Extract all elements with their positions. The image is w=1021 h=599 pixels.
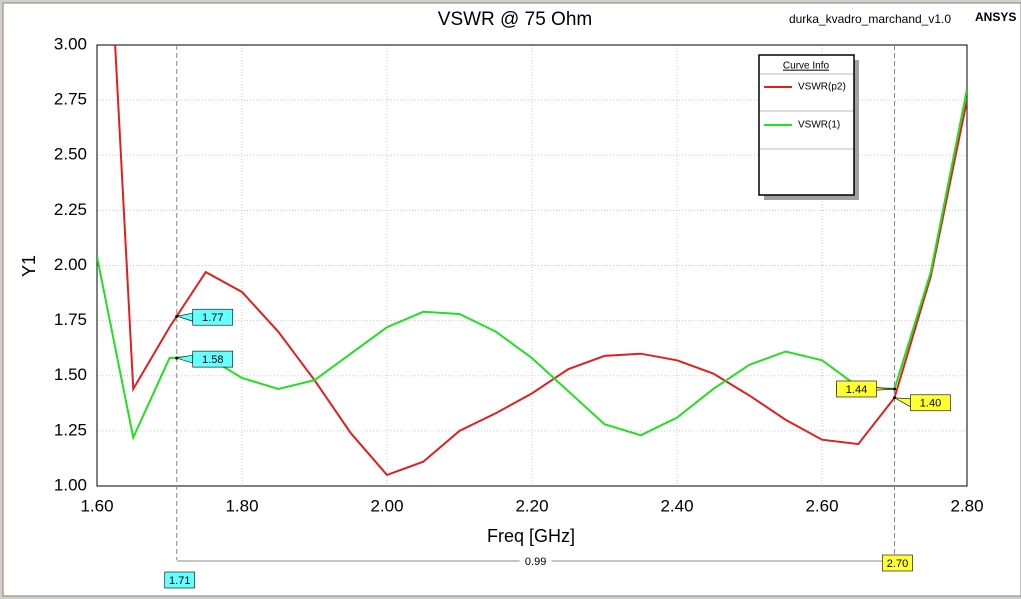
plot-border (96, 44, 968, 487)
legend-label: VSWR(1) (798, 120, 840, 131)
y-tick-label: 1.50 (54, 365, 87, 384)
y-tick-label: 2.00 (54, 255, 87, 274)
brand: ANSYS (975, 10, 1016, 24)
marker-label-text: 1.44 (846, 384, 867, 396)
marker-x-label-text: 2.70 (887, 558, 908, 570)
y-tick-label: 3.00 (54, 34, 87, 53)
marker-label-text: 1.40 (920, 398, 941, 410)
project-name: durka_kvadro_marchand_v1.0 (789, 12, 951, 26)
x-tick-label: 2.80 (950, 496, 983, 515)
legend-label: VSWR(p2) (798, 82, 846, 93)
marker-label (192, 350, 234, 368)
marker-label (192, 308, 234, 326)
series-line (114, 45, 967, 477)
marker-x-label (882, 554, 913, 572)
marker-label (836, 380, 877, 398)
delta-bg (519, 554, 552, 568)
marker-label (910, 394, 951, 412)
series-group (97, 45, 967, 477)
y-axis-label: Y1 (19, 255, 39, 277)
x-tick-label: 2.60 (805, 496, 838, 515)
y-tick-label: 1.25 (54, 420, 87, 439)
marker-x-label (164, 571, 196, 589)
y-tick-label: 2.75 (54, 90, 87, 109)
y-tick-label: 2.50 (54, 145, 87, 164)
y-tick-label: 1.00 (54, 475, 87, 494)
x-tick-label: 1.60 (80, 496, 113, 515)
marker-label-text: 1.77 (202, 312, 223, 324)
delta-label: 0.99 (525, 556, 546, 568)
x-axis-label: Freq [GHz] (487, 526, 575, 546)
x-tick-label: 2.20 (515, 496, 548, 515)
chart-title: VSWR @ 75 Ohm (438, 9, 592, 30)
x-tick-label: 2.00 (370, 496, 403, 515)
legend-title: Curve Info (783, 61, 830, 72)
x-tick-label: 1.80 (225, 496, 258, 515)
y-tick-label: 1.75 (54, 310, 87, 329)
marker-x-label-text: 1.71 (169, 575, 190, 587)
series-line (97, 88, 967, 441)
marker-label-text: 1.58 (202, 354, 223, 366)
x-tick-label: 2.40 (660, 496, 693, 515)
y-tick-label: 2.25 (54, 200, 87, 219)
